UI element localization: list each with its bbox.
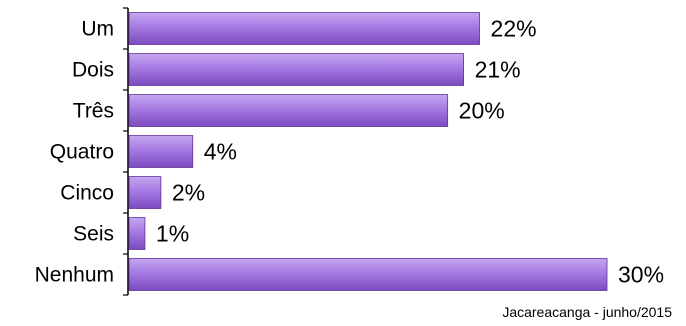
category-label: Quatro (50, 141, 114, 164)
bar-um (128, 12, 480, 45)
bar-seis (128, 217, 146, 250)
bar-dois (128, 53, 465, 86)
category-labels: Um Dois Três Quatro Cinco Seis Nenhum (35, 18, 114, 287)
category-label: Nenhum (35, 264, 114, 287)
value-label: 22% (491, 16, 537, 42)
value-label: 20% (459, 98, 505, 124)
value-labels: 22% 21% 20% 4% 2% 1% 30% (156, 16, 664, 288)
value-label: 2% (172, 180, 205, 206)
value-label: 21% (475, 57, 521, 83)
category-axis (123, 7, 129, 296)
value-label: 1% (156, 221, 189, 247)
bar-cinco (128, 176, 162, 209)
category-label: Seis (73, 223, 114, 246)
category-label: Dois (72, 59, 114, 82)
bar-tr-s (128, 94, 449, 127)
source-note: Jacareacanga - junho/2015 (502, 304, 672, 320)
category-label: Cinco (60, 182, 114, 205)
bar-quatro (128, 135, 194, 168)
category-label: Um (81, 18, 114, 41)
value-label: 4% (204, 139, 237, 165)
bars (128, 12, 608, 291)
bar-nenhum (128, 258, 608, 291)
value-label: 30% (618, 262, 664, 288)
category-label: Três (73, 100, 114, 123)
